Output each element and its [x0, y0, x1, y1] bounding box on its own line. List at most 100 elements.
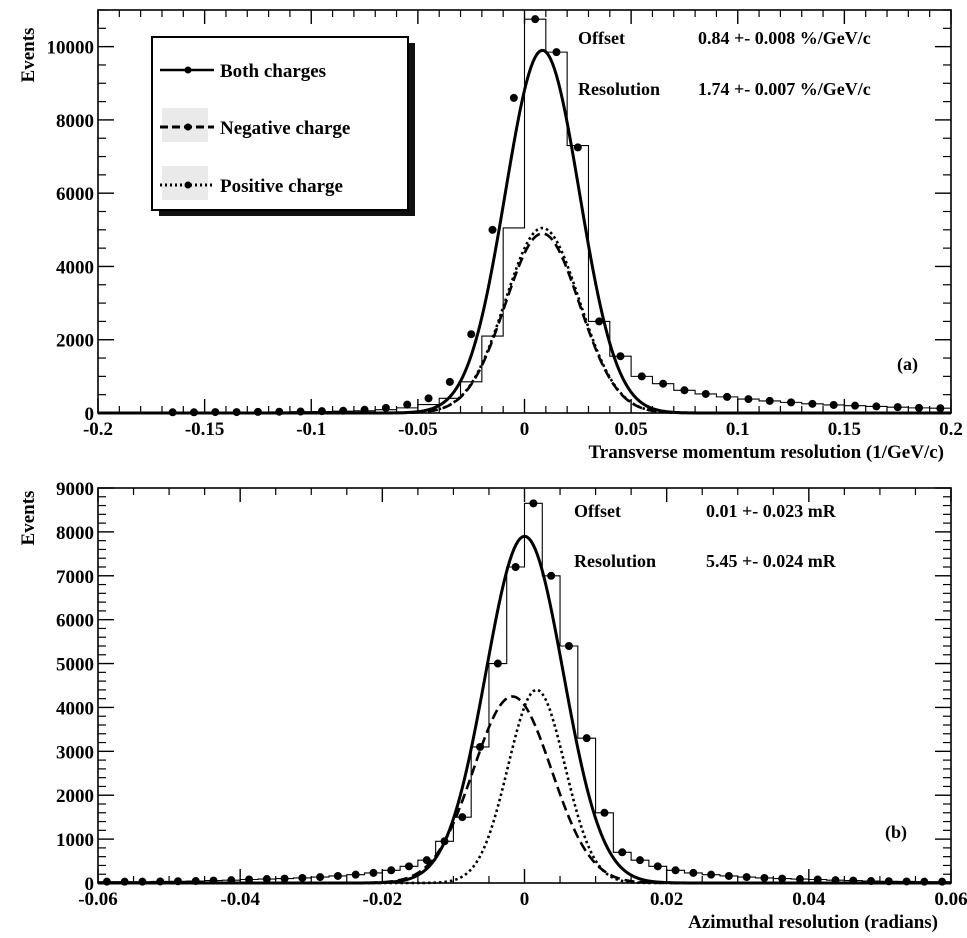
- series-line-positive-charge: [98, 228, 951, 413]
- data-point: [174, 877, 182, 885]
- data-point: [915, 404, 923, 412]
- data-point: [659, 380, 667, 388]
- data-point: [458, 813, 466, 821]
- histogram-bin: [436, 841, 454, 883]
- data-point: [814, 875, 822, 883]
- data-point: [316, 873, 324, 881]
- data-point: [595, 317, 603, 325]
- histogram-bin: [560, 646, 578, 883]
- panel-b-annotation-offset-value: 0.01 +- 0.023 mR: [706, 501, 837, 521]
- data-point: [403, 401, 411, 409]
- x-tick-label: 0: [520, 419, 530, 440]
- x-tick-label: -0.1: [296, 419, 326, 440]
- legend-label-positive-charge: Positive charge: [220, 176, 343, 197]
- data-point: [254, 408, 262, 416]
- y-tick-label: 6000: [56, 184, 94, 205]
- series-line-negative-charge: [98, 234, 951, 413]
- x-tick-label: 0: [520, 889, 530, 910]
- data-point: [441, 837, 449, 845]
- data-point: [583, 734, 591, 742]
- data-point: [903, 877, 911, 885]
- y-tick-label: 8000: [56, 523, 94, 544]
- panel-a-annotation-resolution-label: Resolution: [578, 79, 660, 99]
- series-line-positive-charge: [98, 690, 951, 883]
- histogram-bin: [482, 336, 503, 413]
- data-point: [702, 390, 710, 398]
- y-tick-label: 0: [85, 404, 95, 425]
- histogram-bin: [542, 576, 560, 883]
- y-tick-label: 2000: [56, 331, 94, 352]
- legend-label-both-charges: Both charges: [220, 61, 326, 82]
- data-point: [654, 862, 662, 870]
- data-point: [425, 394, 433, 402]
- histogram-bin: [503, 228, 524, 413]
- legend-hatch-positive: [162, 166, 208, 200]
- legend-marker-both-charges: [185, 67, 192, 74]
- data-point: [680, 386, 688, 394]
- x-tick-label: -0.15: [185, 419, 225, 440]
- data-point: [405, 862, 413, 870]
- x-tick-label: -0.04: [220, 889, 260, 910]
- data-point: [616, 352, 624, 360]
- y-tick-label: 0: [85, 874, 95, 895]
- data-point: [227, 876, 235, 884]
- panel-a-annotation-offset-label: Offset: [578, 28, 625, 48]
- data-point: [531, 15, 539, 23]
- panel-b-xlabel: Azimuthal resolution (radians): [688, 912, 938, 933]
- y-tick-label: 5000: [56, 655, 94, 676]
- data-point: [361, 406, 369, 414]
- data-point: [529, 499, 537, 507]
- data-point: [494, 660, 502, 668]
- histogram-bin: [489, 664, 507, 883]
- data-point: [851, 402, 859, 410]
- panel-b-annotation-offset-label: Offset: [574, 501, 621, 521]
- panel-a-annotation-resolution-value: 1.74 +- 0.007 %/GeV/c: [698, 79, 871, 99]
- data-point: [334, 872, 342, 880]
- data-point: [369, 869, 377, 877]
- legend-label-negative-charge: Negative charge: [220, 118, 350, 139]
- data-point: [552, 48, 560, 56]
- data-point: [467, 330, 475, 338]
- x-tick-label: 0.05: [615, 419, 648, 440]
- data-point: [281, 875, 289, 883]
- series-line-negative-charge: [98, 697, 951, 884]
- data-point: [512, 563, 520, 571]
- data-point: [831, 876, 839, 884]
- x-tick-label: 0.02: [650, 889, 683, 910]
- data-point: [689, 869, 697, 877]
- data-point: [808, 400, 816, 408]
- data-point: [476, 743, 484, 751]
- data-point: [723, 393, 731, 401]
- data-point: [423, 856, 431, 864]
- data-point: [210, 877, 218, 885]
- data-point: [565, 642, 573, 650]
- data-point: [156, 877, 164, 885]
- y-tick-label: 10000: [47, 38, 95, 59]
- panel-a-xlabel: Transverse momentum resolution (1/GeV/c): [589, 442, 945, 463]
- data-point: [830, 401, 838, 409]
- y-tick-label: 4000: [56, 257, 94, 278]
- panel-a-annotation-offset-value: 0.84 +- 0.008 %/GeV/c: [698, 28, 871, 48]
- data-point: [169, 408, 177, 416]
- y-tick-label: 4000: [56, 698, 94, 719]
- data-point: [574, 143, 582, 151]
- panel-b-label: (b): [885, 822, 907, 843]
- data-point: [297, 408, 305, 416]
- y-tick-label: 9000: [56, 479, 94, 500]
- data-point: [938, 878, 946, 886]
- data-point: [787, 398, 795, 406]
- y-tick-label: 8000: [56, 111, 94, 132]
- legend-marker-positive-charge: [185, 182, 192, 189]
- data-point: [796, 875, 804, 883]
- data-point: [233, 408, 241, 416]
- y-tick-label: 6000: [56, 611, 94, 632]
- data-point: [744, 395, 752, 403]
- data-point: [352, 871, 360, 879]
- data-point: [636, 856, 644, 864]
- legend: Both charges Negative charge Positive ch…: [152, 37, 415, 216]
- data-point: [382, 404, 390, 412]
